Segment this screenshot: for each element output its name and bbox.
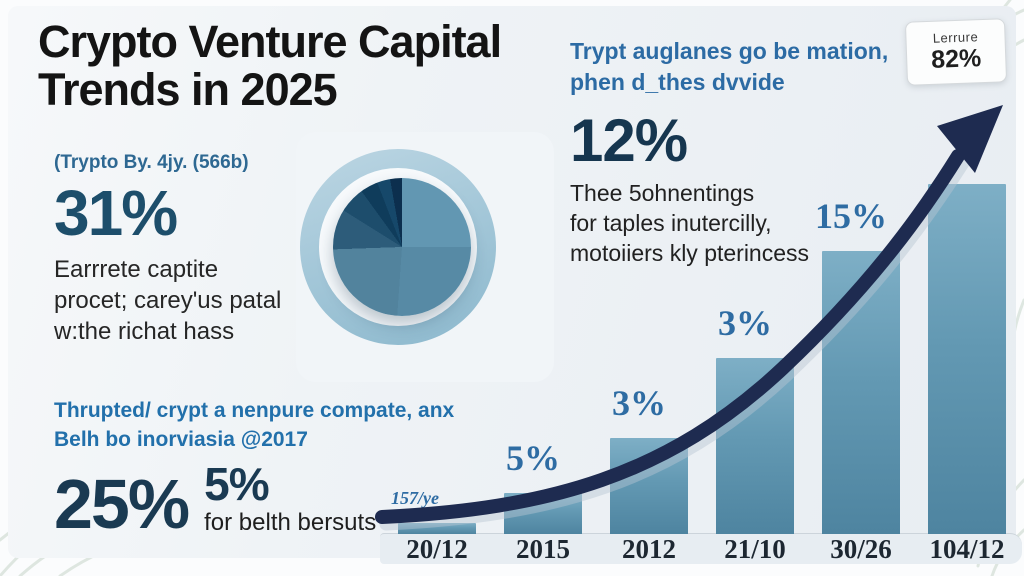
bottom-left-line1: Thrupted/ crypt a nenpure compate, anx — [54, 399, 455, 422]
bar — [610, 438, 688, 534]
bar — [822, 251, 900, 534]
x-axis-label: 30/26 — [830, 534, 892, 564]
x-axis-label: 2012 — [622, 534, 676, 564]
x-axis-label: 2015 — [516, 534, 570, 564]
badge-label: Lerrure — [932, 29, 979, 46]
bar-value-label: 157/ye — [391, 488, 439, 508]
bar-value-label: 5% — [506, 438, 560, 478]
bar-value-label: 15% — [815, 196, 887, 236]
content-plate: Crypto Venture Capital Trends in 2025 (T… — [8, 6, 1022, 564]
right-block-line1: Trypt auglanes go be mation, — [570, 38, 889, 64]
bar-group: 15% — [808, 6, 914, 534]
bottom-left-caption: for belth bersuts — [204, 508, 377, 536]
bottom-left-block: Thrupted/ crypt a nenpure compate, anx B… — [54, 396, 474, 539]
bar-chart-area: 157/ye 5% 3% 3% 15% — [384, 6, 1020, 534]
left-stat-desc-line: procet; carey'us patal — [54, 287, 282, 315]
right-block-line2: phen d_thes dvvide — [570, 69, 785, 96]
x-axis-label: 21/10 — [724, 534, 786, 564]
left-stat-desc-line: w:the richat hass — [54, 318, 235, 346]
percentage-badge: Lerrure 82% — [904, 18, 1008, 86]
left-stat-value: 31% — [54, 177, 178, 249]
page-title-line2: Trends in 2025 — [38, 64, 338, 116]
x-axis-band — [380, 533, 1022, 564]
page-title-line1: Crypto Venture Capital — [38, 16, 502, 67]
bottom-left-small-value: 5% — [204, 457, 269, 510]
bar — [398, 523, 476, 534]
x-axis-label: 104/12 — [929, 534, 1005, 564]
badge-value: 82% — [930, 44, 982, 74]
bar-value-label: 3% — [612, 383, 666, 423]
x-axis-label: 20/12 — [406, 534, 468, 564]
left-stat-desc-line: Earrrete captite — [54, 256, 219, 283]
bar — [504, 493, 582, 534]
left-stat-block: (Trypto By. 4jy. (566b) 31% Earrrete cap… — [54, 152, 304, 348]
bar — [716, 358, 794, 534]
bottom-left-big-value: 25% — [54, 464, 190, 543]
x-axis-labels: 20/12 2015 2012 21/10 30/26 104/12 — [384, 534, 1020, 564]
left-stat-description: Earrrete captite procet; carey'us patal … — [54, 254, 304, 348]
bar-group: 157/ye — [384, 6, 490, 534]
bar-group: 3% — [596, 6, 702, 534]
bar — [928, 184, 1006, 534]
bottom-left-stats: 25% 5% for belth bersuts — [54, 461, 474, 539]
page-title: Crypto Venture Capital Trends in 2025 — [38, 16, 502, 116]
bar-value-label: 3% — [718, 303, 772, 343]
bottom-left-line2: Belh bo inorviasia @2017 — [54, 428, 308, 452]
bar-group: 3% — [702, 6, 808, 534]
left-stat-caption: (Trypto By. 4jy. (566b) — [54, 152, 249, 173]
bar-group — [914, 6, 1020, 534]
bar-group: 5% — [490, 6, 596, 534]
